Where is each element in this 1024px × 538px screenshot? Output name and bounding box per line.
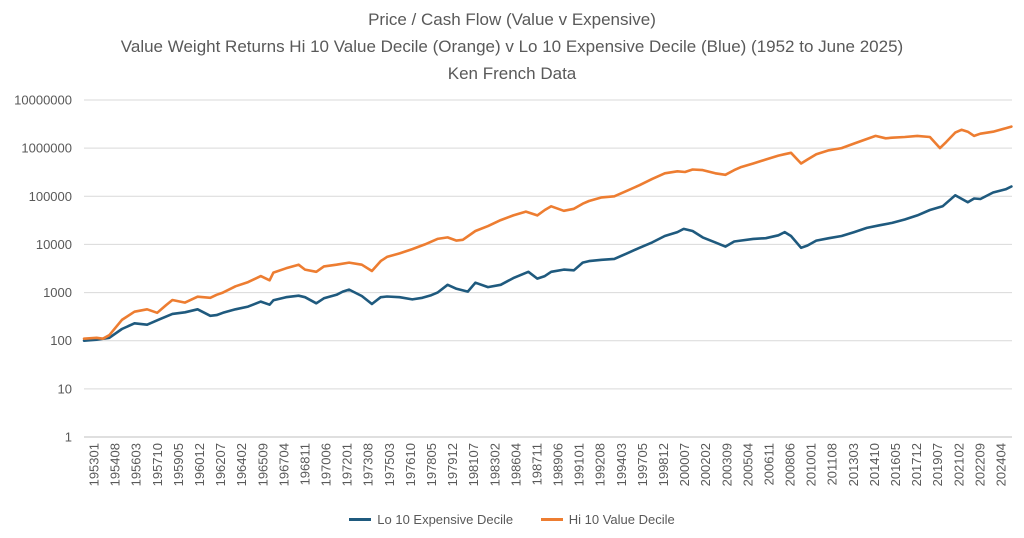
x-tick-label: 201605 <box>888 443 903 486</box>
y-tick-label: 10000 <box>36 237 72 252</box>
legend-item-expensive: Lo 10 Expensive Decile <box>349 512 513 527</box>
x-tick-label: 199208 <box>593 443 608 486</box>
chart-title: Price / Cash Flow (Value v Expensive) <box>368 10 656 29</box>
chart-subtitle: Value Weight Returns Hi 10 Value Decile … <box>120 37 904 56</box>
x-tick-label: 199705 <box>635 443 650 486</box>
x-tick-label: 200504 <box>740 443 755 486</box>
y-tick-label: 100 <box>50 333 72 348</box>
y-tick-label: 100000 <box>29 189 72 204</box>
x-tick-label: 201001 <box>804 443 819 486</box>
x-tick-label: 196704 <box>276 443 291 486</box>
x-tick-label: 197912 <box>445 443 460 486</box>
x-tick-label: 196509 <box>255 443 270 486</box>
x-tick-label: 198302 <box>487 443 502 486</box>
x-tick-label: 199812 <box>656 443 671 486</box>
x-tick-label: 201712 <box>909 443 924 486</box>
x-tick-label: 197006 <box>319 443 334 486</box>
x-tick-label: 200806 <box>783 443 798 486</box>
x-tick-label: 196012 <box>192 443 207 486</box>
y-tick-label: 1000000 <box>21 141 72 156</box>
x-tick-label: 195408 <box>108 443 123 486</box>
x-tick-label: 202209 <box>972 443 987 486</box>
x-tick-label: 200007 <box>677 443 692 486</box>
x-tick-label: 197201 <box>340 443 355 486</box>
series-line-expensive <box>82 185 1013 343</box>
x-tick-label: 199101 <box>572 443 587 486</box>
legend-swatch-expensive <box>349 518 372 521</box>
x-tick-label: 198107 <box>466 443 481 486</box>
x-tick-label: 195905 <box>171 443 186 486</box>
x-tick-label: 198906 <box>551 443 566 486</box>
x-tick-label: 200309 <box>719 443 734 486</box>
legend-label-value: Hi 10 Value Decile <box>568 512 675 527</box>
legend: Lo 10 Expensive Decile Hi 10 Value Decil… <box>0 509 1024 527</box>
x-tick-label: 199403 <box>614 443 629 486</box>
x-tick-label: 196402 <box>234 443 249 486</box>
x-tick-label: 201410 <box>867 443 882 486</box>
x-tick-label: 200611 <box>761 443 776 485</box>
x-tick-label: 197503 <box>382 443 397 486</box>
x-tick-label: 197805 <box>424 443 439 486</box>
legend-item-value: Hi 10 Value Decile <box>540 512 675 527</box>
x-tick-label: 202404 <box>993 443 1008 486</box>
y-tick-label: 10 <box>58 381 72 396</box>
x-tick-label: 201303 <box>846 443 861 486</box>
legend-swatch-value <box>540 518 563 521</box>
series-line-value <box>82 125 1013 341</box>
legend-label-expensive: Lo 10 Expensive Decile <box>377 512 514 527</box>
x-tick-label: 195603 <box>129 443 144 486</box>
x-tick-label: 201108 <box>825 443 840 485</box>
x-tick-label: 198711 <box>529 443 544 485</box>
x-tick-label: 200202 <box>698 443 713 486</box>
x-tick-label: 198604 <box>508 443 523 486</box>
x-tick-label: 196811 <box>297 443 312 485</box>
y-tick-label: 1 <box>65 430 72 445</box>
x-tick-label: 202102 <box>951 443 966 486</box>
x-tick-label: 201907 <box>930 443 945 486</box>
y-tick-label: 10000000 <box>14 93 72 108</box>
x-tick-label: 195710 <box>150 443 165 486</box>
x-tick-label: 197610 <box>403 443 418 486</box>
chart-source: Ken French Data <box>447 64 577 83</box>
x-tick-label: 195301 <box>87 443 102 486</box>
x-tick-label: 196207 <box>213 443 228 486</box>
x-tick-label: 197308 <box>361 443 376 486</box>
y-tick-label: 1000 <box>43 285 72 300</box>
